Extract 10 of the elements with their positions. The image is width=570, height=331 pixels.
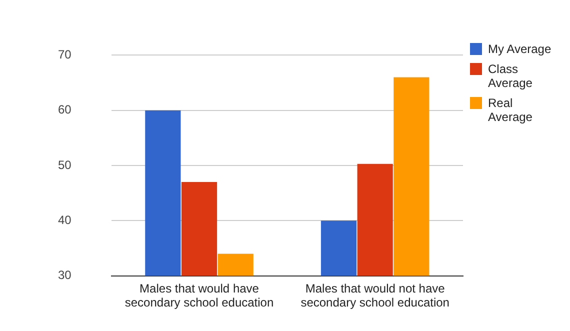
y-tick-label: 30	[58, 268, 72, 282]
x-tick-label: Males that would not have secondary school education	[300, 281, 450, 310]
y-tick-label: 70	[58, 48, 72, 62]
x-tick-label: Males that would have secondary school education	[124, 281, 274, 310]
y-tick-label: 40	[58, 212, 72, 227]
legend-label: Real Average	[488, 96, 534, 124]
y-tick-label: 50	[58, 158, 72, 172]
y-tick-label: 60	[58, 102, 72, 117]
legend-label: Class Average	[488, 62, 534, 90]
legend-label: My Average	[488, 42, 552, 56]
